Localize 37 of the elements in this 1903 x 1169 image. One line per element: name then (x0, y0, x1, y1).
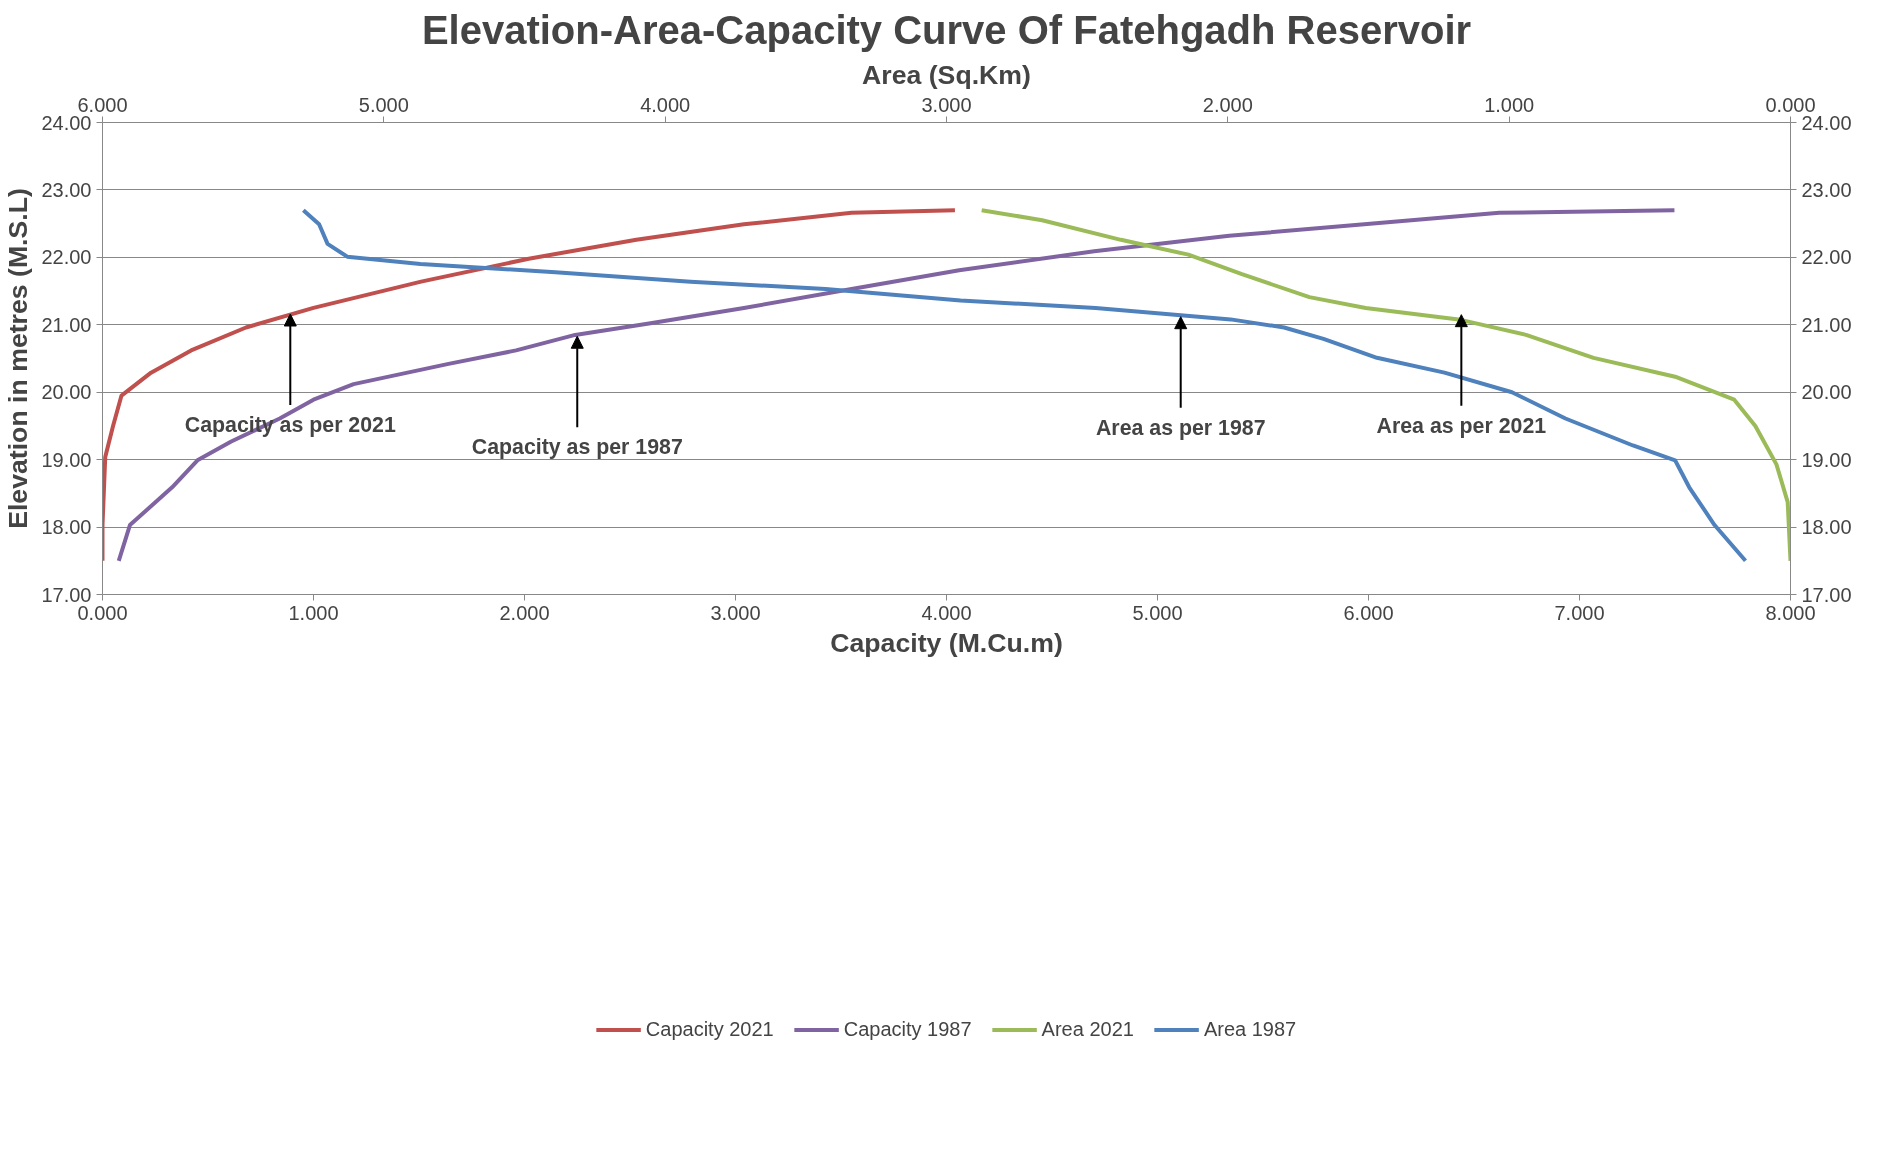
x-tick-label: 7.000 (1554, 601, 1605, 624)
y-tick-label: 23.00 (41, 178, 92, 201)
y2-tick-label: 20.00 (1801, 381, 1852, 404)
x-axis-title: Capacity (M.Cu.m) (830, 627, 1063, 658)
x-tick-label: 3.000 (710, 601, 761, 624)
x-tick-label: 5.000 (1132, 601, 1183, 624)
y2-tick-label: 23.00 (1801, 178, 1852, 201)
legend-label: Area 1987 (1203, 1017, 1297, 1041)
y2-tick-label: 19.00 (1801, 448, 1852, 471)
y-tick-label: 21.00 (41, 313, 92, 336)
x-tick-label: 2.000 (499, 601, 550, 624)
y-axis-title: Elevation in metres (M.S.L) (3, 188, 34, 529)
y-tick-label: 20.00 (41, 381, 92, 404)
y-tick-label: 18.00 (41, 516, 92, 539)
annotation: Capacity as per 1987 (471, 435, 683, 460)
y2-tick-label: 18.00 (1801, 516, 1852, 539)
legend-label: Area 2021 (1041, 1017, 1134, 1041)
line-series (102, 208, 957, 563)
line-series (116, 208, 1677, 563)
x2-tick-label: 1.000 (1484, 93, 1535, 116)
y-tick-label: 19.00 (41, 448, 92, 471)
x-tick-label: 6.000 (1343, 601, 1394, 624)
x2-tick-label: 3.000 (921, 93, 972, 116)
x-tick-label: 4.000 (921, 601, 972, 624)
chart-title: Elevation-Area-Capacity Curve Of Fatehgadh Reservoir (421, 7, 1472, 52)
y2-tick-label: 22.00 (1801, 246, 1852, 269)
legend-label: Capacity 2021 (645, 1017, 774, 1041)
annotation: Area as per 1987 (1095, 415, 1266, 440)
x2-tick-label: 5.000 (358, 93, 409, 116)
x2-tick-label: 2.000 (1202, 93, 1253, 116)
legend-label: Capacity 1987 (843, 1017, 972, 1041)
x-tick-label: 1.000 (288, 601, 339, 624)
y-tick-label: 22.00 (41, 246, 92, 269)
x2-tick-label: 4.000 (640, 93, 691, 116)
y2-tick-label: 21.00 (1801, 313, 1852, 336)
x2-axis-title: Area (Sq.Km) (862, 59, 1031, 90)
annotation: Area as per 2021 (1376, 413, 1547, 438)
